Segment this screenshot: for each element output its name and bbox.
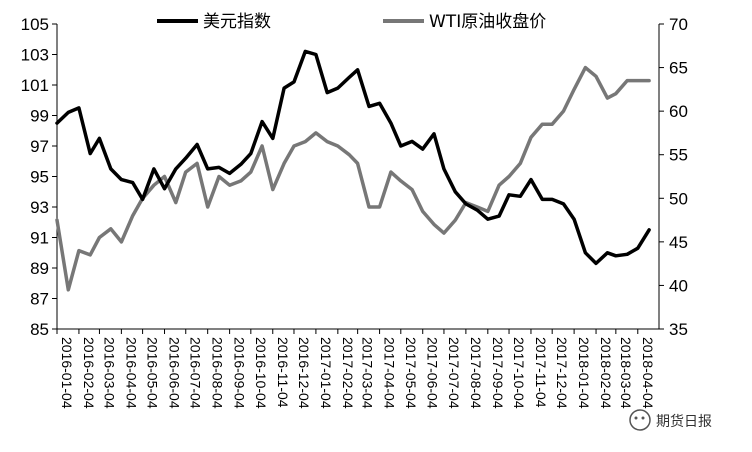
x-tick-label: 2017-11-04	[533, 337, 549, 408]
right-y-tick-label: 50	[669, 189, 688, 208]
right-y-tick-label: 55	[669, 146, 688, 165]
x-tick-label: 2016-03-04	[101, 337, 117, 409]
x-tick-label: 2017-09-04	[490, 337, 506, 409]
left-y-ticks: 85 87 89 91 93 95 97 99 101 103 105	[21, 15, 57, 339]
right-y-tick-label: 70	[669, 15, 688, 34]
left-y-tick-label: 85	[30, 320, 49, 339]
x-tick-label: 2018-02-04	[598, 337, 614, 409]
x-tick-label: 2017-01-04	[318, 337, 334, 409]
right-y-tick-label: 65	[669, 59, 688, 78]
x-tick-label: 2017-07-04	[446, 337, 462, 409]
left-y-tick-label: 95	[30, 168, 49, 187]
x-tick-label: 2016-06-04	[167, 337, 183, 409]
x-tick-label: 2017-10-04	[511, 337, 527, 409]
x-tick-label: 2016-12-04	[296, 337, 312, 409]
x-tick-label: 2018-04-04	[640, 337, 656, 409]
x-tick-label: 2017-04-04	[382, 337, 398, 409]
wechat-icon-eye-right	[641, 416, 645, 420]
left-y-tick-label: 101	[21, 76, 49, 95]
x-tick-label: 2016-01-04	[59, 337, 75, 409]
x-tick-label: 2016-08-04	[210, 337, 226, 409]
left-y-tick-label: 105	[21, 15, 49, 34]
left-y-tick-label: 87	[30, 290, 49, 309]
x-tick-label: 2017-05-04	[403, 337, 419, 409]
right-y-ticks: 35 40 45 50 55 60 65 70	[659, 15, 688, 339]
left-y-tick-label: 89	[30, 259, 49, 278]
left-y-tick-label: 93	[30, 198, 49, 217]
series-layer	[55, 49, 651, 292]
left-y-tick-label: 99	[30, 107, 49, 126]
x-tick-label: 2018-03-04	[618, 337, 634, 409]
right-y-tick-label: 60	[669, 102, 688, 121]
x-tick-label: 2016-10-04	[253, 337, 269, 409]
legend: 美元指数 WTI原油收盘价	[157, 12, 546, 32]
legend-label-wti: WTI原油收盘价	[429, 12, 546, 32]
x-tick-label: 2016-09-04	[232, 337, 248, 409]
x-tick-label: 2016-05-04	[145, 337, 161, 409]
right-y-tick-label: 35	[669, 320, 688, 339]
x-tick-label: 2016-02-04	[81, 337, 97, 409]
x-tick-label: 2017-03-04	[360, 337, 376, 409]
left-y-tick-label: 91	[30, 229, 49, 248]
x-tick-label: 2017-02-04	[340, 337, 356, 409]
wechat-icon-eye-left	[634, 416, 638, 420]
series-line-wti	[55, 65, 651, 292]
right-y-tick-label: 45	[669, 233, 688, 252]
x-tick-label: 2017-08-04	[468, 337, 484, 409]
series-line-usd-index	[55, 49, 651, 266]
x-tick-label: 2016-07-04	[188, 337, 204, 409]
x-tick-label: 2016-11-04	[275, 337, 291, 408]
watermark-text: 期货日报	[656, 413, 712, 430]
left-y-tick-label: 97	[30, 137, 49, 156]
legend-label-usd-index: 美元指数	[203, 12, 271, 32]
left-y-tick-label: 103	[21, 46, 49, 65]
watermark: 期货日报	[629, 409, 712, 431]
wechat-icon	[629, 409, 651, 431]
x-tick-label: 2016-04-04	[123, 337, 139, 409]
x-tick-label: 2017-06-04	[425, 337, 441, 409]
x-ticks: 2016-01-04 2016-02-04 2016-03-04 2016-04-04…	[56, 329, 656, 409]
x-tick-label: 2017-12-04	[554, 337, 570, 409]
x-tick-label: 2018-01-04	[576, 337, 592, 409]
right-y-tick-label: 40	[669, 276, 688, 295]
